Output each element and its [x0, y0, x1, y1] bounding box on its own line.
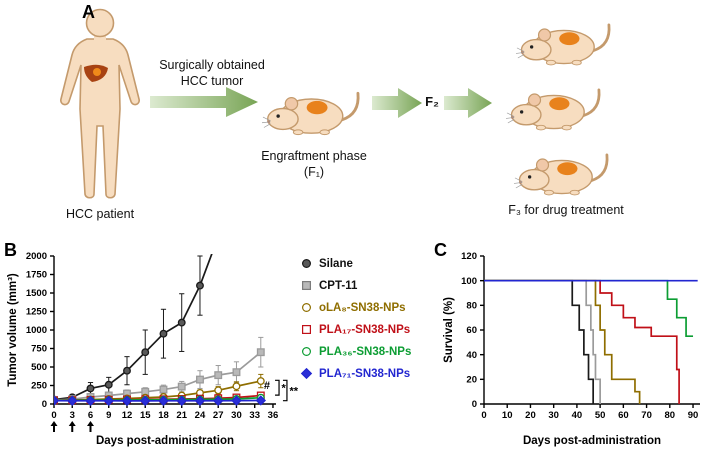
svg-text:80: 80 — [665, 410, 676, 421]
mouse-icon — [514, 23, 611, 67]
surgery-caption-line1: Surgically obtained — [159, 58, 265, 72]
svg-text:Days post-administration: Days post-administration — [523, 435, 661, 447]
svg-text:100: 100 — [461, 276, 477, 287]
f2-label: F₂ — [425, 94, 439, 109]
legend-item-label: PLA₁₇-SN38-NPs — [319, 323, 411, 336]
svg-text:750: 750 — [31, 344, 47, 355]
svg-text:30: 30 — [231, 410, 242, 421]
svg-text:**: ** — [289, 385, 298, 397]
svg-text:36: 36 — [268, 410, 279, 421]
square-marker-icon — [301, 280, 312, 291]
svg-text:20: 20 — [525, 410, 536, 421]
human-icon — [60, 8, 140, 199]
engraftment-caption-line1: Engraftment phase — [261, 149, 367, 163]
svg-text:2000: 2000 — [26, 251, 47, 262]
svg-text:33: 33 — [249, 410, 260, 421]
legend-item: PLA₃₆-SN38-NPs — [300, 345, 411, 358]
svg-text:40: 40 — [466, 350, 477, 361]
legend-item-label: PLA₃₆-SN38-NPs — [319, 345, 412, 358]
circle-marker-icon — [301, 346, 312, 357]
legend-item: CPT-11 — [300, 279, 411, 292]
svg-text:9: 9 — [106, 410, 111, 421]
svg-text:120: 120 — [461, 251, 477, 262]
svg-text:30: 30 — [548, 410, 559, 421]
liver-tumor-spot — [93, 68, 101, 76]
panel-b-label: B — [4, 240, 17, 260]
legend-item: oLA₈-SN38-NPs — [300, 301, 411, 314]
svg-text:90: 90 — [688, 410, 699, 421]
svg-text:60: 60 — [466, 325, 477, 336]
panel-a-label: A — [82, 2, 95, 22]
svg-text:0: 0 — [481, 410, 486, 421]
legend-item-label: Silane — [319, 257, 353, 270]
square-marker-icon — [301, 324, 312, 335]
svg-text:#: # — [264, 380, 270, 392]
legend-item-label: PLA₇₁-SN38-NPs — [319, 367, 411, 380]
legend-item: PLA₇₁-SN38-NPs — [300, 367, 411, 380]
engraftment-caption: Engraftment phase (F₁) — [261, 148, 367, 180]
panel-c-label: C — [434, 240, 447, 260]
svg-text:21: 21 — [176, 410, 187, 421]
svg-text:3: 3 — [70, 410, 75, 421]
svg-text:60: 60 — [618, 410, 629, 421]
circle-marker-icon — [301, 302, 312, 313]
legend-item: Silane — [300, 257, 411, 270]
svg-text:0: 0 — [472, 399, 477, 410]
patient-caption: HCC patient — [65, 207, 135, 221]
svg-text:1000: 1000 — [26, 325, 47, 336]
svg-text:Days post-administration: Days post-administration — [96, 435, 234, 447]
svg-text:Survival (%): Survival (%) — [443, 297, 455, 363]
svg-text:500: 500 — [31, 362, 47, 373]
legend-item-label: oLA₈-SN38-NPs — [319, 301, 406, 314]
svg-text:6: 6 — [88, 410, 93, 421]
arrow-right-icon — [150, 87, 258, 117]
svg-text:Tumor volume (mm³): Tumor volume (mm³) — [7, 273, 19, 387]
circle-marker-icon — [301, 258, 312, 269]
survival-chart: 0 10 20 30 40 50 60 70 80 90 0 20 40 60 80 100 120 Days p… — [443, 251, 700, 447]
svg-text:0: 0 — [42, 399, 47, 410]
svg-text:50: 50 — [595, 410, 606, 421]
legend-item-label: CPT-11 — [319, 279, 358, 292]
surgery-caption: Surgically obtained HCC tumor — [159, 57, 265, 89]
svg-text:18: 18 — [158, 410, 169, 421]
diamond-marker-icon — [300, 367, 313, 380]
mouse-icon — [260, 91, 360, 137]
f3-caption: F₃ for drug treatment — [508, 203, 624, 217]
panel-a-graphics — [60, 8, 611, 199]
legend-item: PLA₁₇-SN38-NPs — [300, 323, 411, 336]
svg-text:1750: 1750 — [26, 270, 47, 281]
svg-text:70: 70 — [641, 410, 652, 421]
svg-text:250: 250 — [31, 381, 47, 392]
mouse-icon — [504, 88, 601, 132]
svg-text:80: 80 — [466, 301, 477, 312]
svg-text:15: 15 — [140, 410, 151, 421]
svg-text:1250: 1250 — [26, 307, 47, 318]
svg-text:1500: 1500 — [26, 288, 47, 299]
svg-text:40: 40 — [572, 410, 583, 421]
svg-text:12: 12 — [122, 410, 133, 421]
engraftment-caption-line2: (F₁) — [303, 165, 325, 179]
mouse-icon — [512, 153, 609, 197]
svg-text:0: 0 — [51, 410, 56, 421]
svg-text:20: 20 — [466, 375, 477, 386]
tumor-volume-chart: 0 3 6 9 12 15 18 21 24 27 30 33 36025050075010001250… — [7, 251, 299, 447]
arrow-right-icon — [372, 88, 422, 118]
svg-text:27: 27 — [213, 410, 224, 421]
surgery-caption-line2: HCC tumor — [180, 74, 244, 88]
arrow-right-icon — [444, 88, 492, 118]
svg-text:24: 24 — [195, 410, 206, 421]
svg-text:*: * — [282, 383, 287, 395]
svg-text:10: 10 — [502, 410, 513, 421]
legend: Silane CPT-11 oLA₈-SN38-NPs PLA₁₇-SN38-NPs P… — [300, 257, 411, 380]
